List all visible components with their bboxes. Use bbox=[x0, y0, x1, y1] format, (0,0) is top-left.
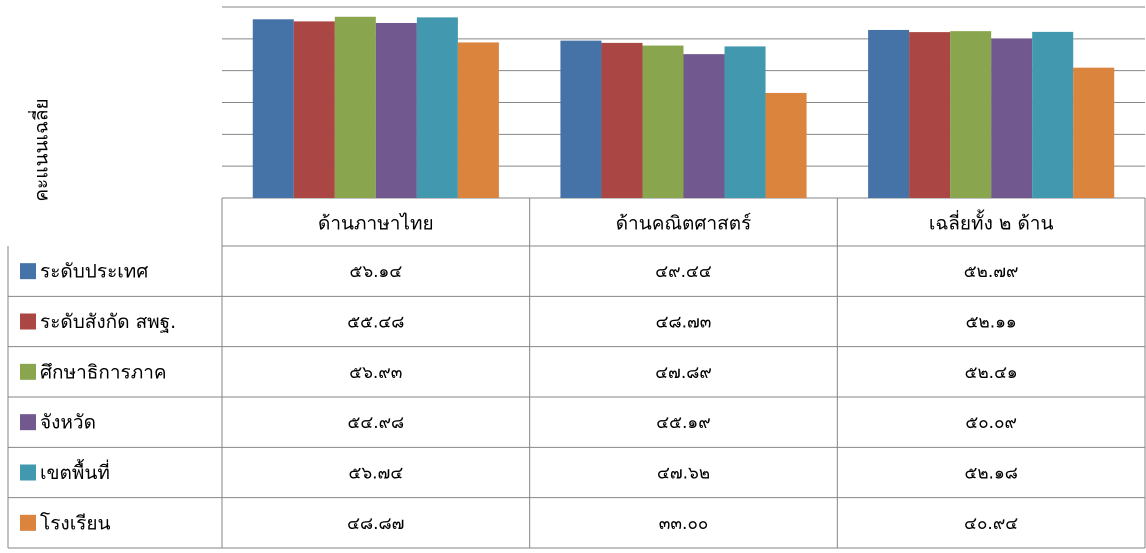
table-value: ๔๘.๘๗ bbox=[347, 514, 404, 534]
bar bbox=[252, 19, 294, 199]
table-value: ๕๔.๙๘ bbox=[347, 413, 404, 433]
x-tick-label: เฉลี่ยทั้ง ๒ ด้าน bbox=[929, 210, 1054, 235]
legend-label: ศึกษาธิการภาค bbox=[40, 361, 167, 383]
legend-swatch bbox=[20, 414, 36, 431]
bar bbox=[416, 17, 458, 198]
bar bbox=[1032, 31, 1074, 199]
table-value: ๕๖.๙๓ bbox=[349, 363, 402, 383]
table-value: ๕๒.๗๙ bbox=[964, 262, 1019, 282]
table-value: ๕๖.๑๔ bbox=[349, 262, 402, 282]
table-value: ๕๒.๔๑ bbox=[965, 363, 1018, 383]
bar bbox=[909, 32, 951, 198]
bar bbox=[991, 38, 1033, 199]
bar bbox=[457, 42, 499, 199]
y-axis-label: คะแนนเฉลี่ย bbox=[28, 98, 53, 201]
bar bbox=[1073, 67, 1115, 198]
table-value: ๕๒.๑๑ bbox=[966, 313, 1017, 333]
legend-label: เขตพื้นที่ bbox=[40, 459, 110, 484]
bar bbox=[560, 40, 602, 199]
legend-swatch bbox=[20, 313, 36, 330]
bar bbox=[642, 45, 684, 198]
legend-label: ระดับประเทศ bbox=[40, 261, 148, 283]
table-value: ๔๕.๑๙ bbox=[656, 413, 710, 433]
table-value: ๓๓.๐๐ bbox=[659, 514, 708, 534]
legend-label: จังหวัด bbox=[40, 412, 96, 434]
table-value: ๔๙.๔๔ bbox=[655, 262, 712, 282]
table-value: ๕๖.๗๔ bbox=[348, 464, 403, 484]
bar bbox=[293, 21, 335, 198]
bar bbox=[334, 16, 376, 199]
legend-swatch bbox=[20, 514, 36, 531]
x-tick-label: ด้านภาษาไทย bbox=[318, 213, 434, 235]
bar bbox=[601, 42, 643, 199]
legend-swatch bbox=[20, 263, 36, 280]
bar bbox=[950, 31, 992, 199]
legend-swatch bbox=[20, 363, 36, 380]
bar bbox=[683, 54, 725, 198]
table-value: ๕๕.๔๘ bbox=[347, 313, 404, 333]
table-value: ๔๘.๗๓ bbox=[656, 313, 712, 333]
x-tick-label: ด้านคณิตศาสตร์ bbox=[616, 213, 752, 235]
legend-label: โรงเรียน bbox=[40, 511, 111, 534]
table-value: ๔๐.๙๔ bbox=[964, 514, 1018, 534]
bar bbox=[375, 22, 417, 199]
legend-label: ระดับสังกัด สพฐ. bbox=[40, 311, 176, 333]
table-value: ๔๗.๖๒ bbox=[657, 464, 710, 484]
bar bbox=[765, 92, 807, 198]
bar bbox=[724, 46, 766, 198]
table-value: ๔๗.๘๙ bbox=[655, 363, 712, 383]
table-value: ๕๒.๑๘ bbox=[964, 464, 1017, 484]
table-value: ๕๐.๐๙ bbox=[965, 413, 1016, 433]
legend-swatch bbox=[20, 464, 36, 481]
bar bbox=[868, 29, 910, 199]
